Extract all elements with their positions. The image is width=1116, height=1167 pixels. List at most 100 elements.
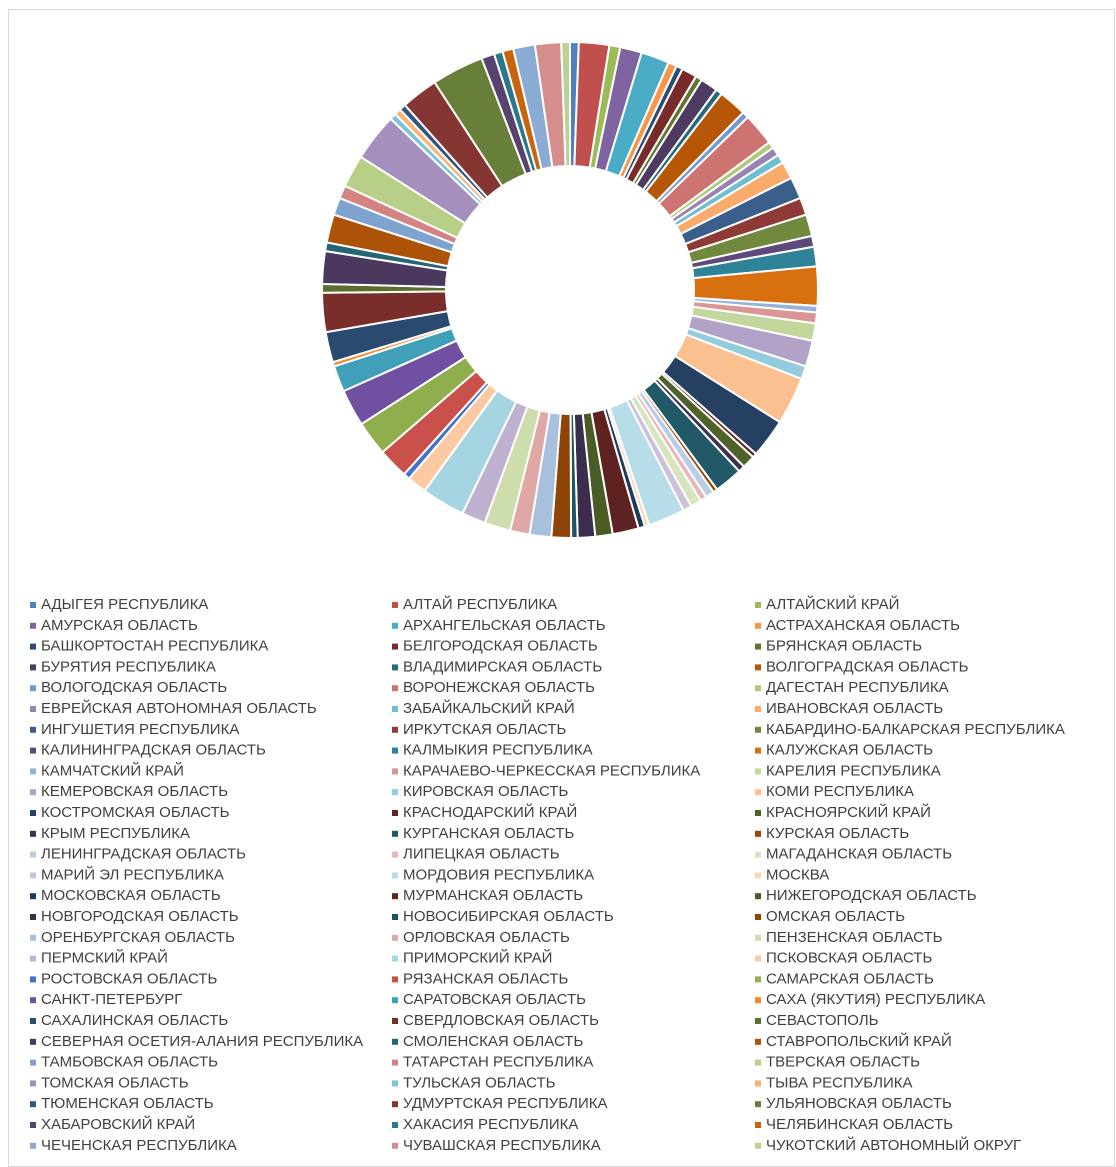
legend-marker (755, 706, 761, 712)
legend-marker (30, 893, 36, 900)
legend-marker (755, 934, 761, 941)
legend-marker (30, 851, 36, 858)
legend-label: САМАРСКАЯ ОБЛАСТЬ (766, 970, 934, 987)
legend-label: САРАТОВСКАЯ ОБЛАСТЬ (403, 991, 586, 1008)
legend-label: РОСТОВСКАЯ ОБЛАСТЬ (41, 970, 217, 987)
legend-label: КЕМЕРОВСКАЯ ОБЛАСТЬ (41, 783, 228, 800)
legend-marker (755, 1142, 761, 1149)
donut-slice (560, 40, 571, 168)
legend-label: КУРГАНСКАЯ ОБЛАСТЬ (403, 825, 574, 842)
legend-label: ВОРОНЕЖСКАЯ ОБЛАСТЬ (403, 679, 595, 696)
legend-marker (392, 768, 398, 775)
legend-label: КУРСКАЯ ОБЛАСТЬ (766, 825, 909, 842)
legend-label: ПСКОВСКАЯ ОБЛАСТЬ (766, 950, 932, 967)
legend-label: АМУРСКАЯ ОБЛАСТЬ (41, 617, 198, 634)
legend-label: КАМЧАТСКИЙ КРАЙ (41, 761, 184, 779)
legend-label: ЧЕЛЯБИНСКАЯ ОБЛАСТЬ (766, 1116, 953, 1133)
legend-marker (30, 622, 36, 629)
legend-label: АДЫГЕЯ РЕСПУБЛИКА (41, 596, 208, 613)
legend-label: ВОЛОГОДСКАЯ ОБЛАСТЬ (41, 679, 227, 696)
legend-label: СЕВЕРНАЯ ОСЕТИЯ-АЛАНИЯ РЕСПУБЛИКА (41, 1033, 363, 1050)
legend-marker (392, 1122, 398, 1128)
legend-marker (755, 726, 761, 733)
legend-label: БЕЛГОРОДСКАЯ ОБЛАСТЬ (403, 638, 598, 655)
legend-label: МАРИЙ ЭЛ РЕСПУБЛИКА (41, 865, 224, 883)
legend-marker (755, 976, 761, 983)
legend-label: НИЖЕГОРОДСКАЯ ОБЛАСТЬ (766, 887, 977, 904)
legend-marker (392, 1101, 398, 1108)
legend-label: ВЛАДИМИРСКАЯ ОБЛАСТЬ (403, 658, 602, 675)
legend-label: СЕВАСТОПОЛЬ (766, 1012, 879, 1029)
legend-label: ТАМБОВСКАЯ ОБЛАСТЬ (41, 1054, 218, 1071)
legend-marker (392, 602, 398, 608)
legend-label: МАГАДАНСКАЯ ОБЛАСТЬ (766, 846, 952, 863)
legend-marker (392, 664, 398, 671)
legend-label: КАЛИНИНГРАДСКАЯ ОБЛАСТЬ (41, 742, 266, 759)
legend-marker (755, 914, 761, 920)
legend-marker (30, 997, 36, 1004)
legend-label: НОВГОРОДСКАЯ ОБЛАСТЬ (41, 908, 239, 925)
legend-label: ТЮМЕНСКАЯ ОБЛАСТЬ (41, 1095, 214, 1112)
legend-marker (755, 893, 761, 900)
legend-marker (755, 622, 761, 629)
legend-label: КАРАЧАЕВО-ЧЕРКЕССКАЯ РЕСПУБЛИКА (403, 762, 700, 779)
legend-marker (30, 726, 36, 733)
legend-marker (755, 664, 761, 671)
legend-label: ИРКУТСКАЯ ОБЛАСТЬ (403, 721, 566, 738)
legend-label: КАЛМЫКИЯ РЕСПУБЛИКА (403, 742, 593, 759)
legend-marker (392, 914, 398, 920)
legend-marker (755, 851, 761, 858)
legend-marker (30, 872, 36, 879)
legend-marker (755, 602, 761, 608)
legend-label: АСТРАХАНСКАЯ ОБЛАСТЬ (766, 617, 960, 634)
legend-label: СВЕРДЛОВСКАЯ ОБЛАСТЬ (403, 1012, 599, 1029)
legend-marker (30, 1080, 36, 1087)
legend-marker (30, 1122, 36, 1128)
legend-label: ЛИПЕЦКАЯ ОБЛАСТЬ (403, 846, 560, 863)
legend-label: СТАВРОПОЛЬСКИЙ КРАЙ (766, 1032, 952, 1050)
legend-label: КРАСНОЯРСКИЙ КРАЙ (766, 803, 931, 821)
legend-marker (755, 872, 761, 879)
legend-marker (30, 1059, 36, 1066)
legend-label: ЧУКОТСКИЙ АВТОНОМНЫЙ ОКРУГ (766, 1136, 1021, 1154)
legend-label: ХАБАРОВСКИЙ КРАЙ (41, 1115, 195, 1133)
legend-marker (392, 934, 398, 941)
legend-marker (392, 622, 398, 629)
legend-marker (30, 602, 36, 608)
legend-marker (755, 789, 761, 796)
legend-marker (755, 810, 761, 816)
legend-marker (30, 643, 36, 650)
legend-marker (30, 976, 36, 983)
legend-label: ТВЕРСКАЯ ОБЛАСТЬ (766, 1054, 920, 1071)
legend-marker (755, 1038, 761, 1045)
legend-marker (755, 955, 761, 962)
legend-marker (30, 664, 36, 671)
legend-marker (30, 955, 36, 962)
legend-marker (392, 706, 398, 712)
legend-marker (392, 1038, 398, 1045)
legend-marker (30, 768, 36, 775)
legend-marker (30, 1142, 36, 1149)
legend-marker (392, 726, 398, 733)
legend-label: САНКТ-ПЕТЕРБУРГ (41, 991, 182, 1008)
legend-label: АЛТАЙ РЕСПУБЛИКА (403, 595, 557, 613)
legend-marker (392, 810, 398, 816)
legend-label: БУРЯТИЯ РЕСПУБЛИКА (41, 658, 216, 675)
legend-marker (392, 830, 398, 837)
legend-marker (30, 914, 36, 920)
legend-label: ЧЕЧЕНСКАЯ РЕСПУБЛИКА (41, 1137, 237, 1154)
legend-label: ИВАНОВСКАЯ ОБЛАСТЬ (766, 700, 943, 717)
legend-marker (755, 1018, 761, 1024)
legend-marker (392, 872, 398, 879)
legend-marker (755, 830, 761, 837)
legend-marker (392, 747, 398, 754)
legend-marker (755, 1122, 761, 1128)
legend-marker (392, 1018, 398, 1024)
legend-marker (392, 643, 398, 650)
legend-label: КАЛУЖСКАЯ ОБЛАСТЬ (766, 742, 933, 759)
legend-label: КОМИ РЕСПУБЛИКА (766, 783, 914, 800)
legend-marker (392, 789, 398, 796)
legend-label: МОСКВА (766, 866, 829, 883)
legend-label: РЯЗАНСКАЯ ОБЛАСТЬ (403, 970, 569, 987)
